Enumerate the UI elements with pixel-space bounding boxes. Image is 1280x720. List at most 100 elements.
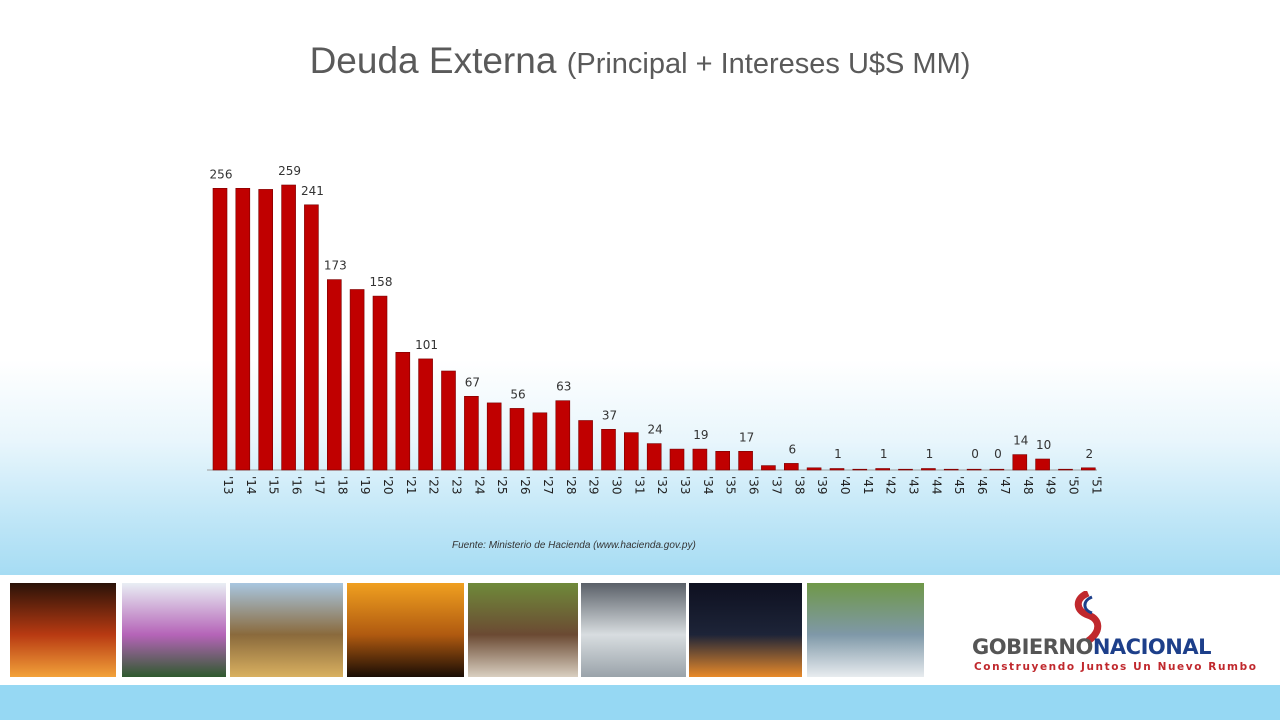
- bar-19: [349, 289, 365, 471]
- x-tick-label: '17: [312, 476, 326, 495]
- bar-46: [966, 468, 982, 471]
- data-label: 259: [278, 164, 301, 178]
- x-tick-label: '16: [290, 476, 304, 495]
- x-tick-label: '29: [587, 476, 601, 495]
- x-tick-label: '51: [1089, 476, 1103, 495]
- data-label: 17: [739, 430, 754, 444]
- x-tick-label: '37: [769, 476, 783, 495]
- source-note: Fuente: Ministerio de Hacienda (www.haci…: [452, 540, 696, 551]
- bar-26: [509, 408, 525, 471]
- palace-at-night-photo: [10, 583, 116, 677]
- bar-40: [829, 468, 845, 471]
- bar-24: [464, 395, 479, 471]
- x-tick-label: '15: [267, 476, 281, 495]
- x-tick-label: '34: [701, 476, 715, 495]
- x-tick-label: '23: [450, 476, 464, 495]
- data-label: 101: [415, 338, 438, 352]
- x-tick-label: '41: [861, 476, 875, 495]
- bar-27: [532, 412, 548, 471]
- data-label: 1: [880, 447, 888, 461]
- bar-31: [623, 432, 639, 471]
- bar-33: [669, 448, 685, 471]
- bar-36: [738, 450, 753, 471]
- bar-48: [1012, 454, 1028, 471]
- bottom-band: [0, 685, 1280, 720]
- bar-22: [418, 358, 433, 471]
- data-label: 10: [1036, 438, 1051, 452]
- x-tick-label: '36: [747, 476, 761, 495]
- x-tick-label: '46: [975, 476, 989, 495]
- x-tick-label: '47: [998, 476, 1012, 495]
- data-label: 0: [994, 447, 1002, 461]
- x-tick-label: '14: [244, 476, 258, 495]
- data-label: 0: [971, 447, 979, 461]
- x-tick-label: '30: [610, 476, 624, 495]
- x-tick-label: '26: [518, 476, 532, 495]
- x-tick-label: '28: [564, 476, 578, 495]
- data-label: 19: [693, 428, 708, 442]
- data-label: 63: [556, 380, 571, 394]
- data-label: 158: [370, 275, 393, 289]
- data-label: 1: [926, 447, 934, 461]
- data-label: 256: [210, 167, 233, 181]
- bar-47: [989, 468, 1005, 471]
- bar-32: [646, 443, 662, 471]
- x-tick-label: '19: [358, 476, 372, 495]
- x-tick-label: '21: [404, 476, 418, 495]
- bar-34: [692, 448, 708, 471]
- data-label: 24: [648, 423, 663, 437]
- bar-16: [281, 184, 296, 471]
- logo-wordmark: GOBIERNONACIONAL: [972, 635, 1211, 659]
- bar-14: [235, 188, 251, 471]
- bar-23: [441, 370, 456, 471]
- bar-49: [1035, 458, 1050, 471]
- bar-28: [555, 400, 571, 471]
- bar-30: [601, 428, 616, 471]
- bar-21: [395, 351, 411, 471]
- x-tick-label: '25: [495, 476, 509, 495]
- x-tick-label: '43: [907, 476, 921, 495]
- bar-39: [806, 467, 822, 471]
- bar-43: [898, 468, 913, 471]
- bar-20: [372, 295, 388, 471]
- x-tick-label: '45: [952, 476, 966, 495]
- bar-35: [715, 450, 731, 471]
- x-tick-label: '13: [221, 476, 235, 495]
- x-tick-label: '31: [632, 476, 646, 495]
- x-tick-label: '32: [655, 476, 669, 495]
- data-label: 67: [465, 375, 480, 389]
- data-label: 37: [602, 408, 617, 422]
- x-tick-labels-layer: '13 '14 '15 '16 '17 '18 '19 '20 '21 '22 '23 '24 '25 '…: [221, 476, 1103, 495]
- x-tick-label: '38: [792, 476, 806, 495]
- bar-50: [1058, 468, 1073, 471]
- x-tick-label: '18: [335, 476, 349, 495]
- data-label: 1: [834, 447, 842, 461]
- x-tick-label: '50: [1067, 476, 1081, 495]
- x-tick-label: '40: [838, 476, 852, 495]
- bar-44: [921, 468, 936, 471]
- x-tick-label: '39: [815, 476, 829, 495]
- data-label: 241: [301, 184, 324, 198]
- river-barge-photo: [807, 583, 924, 677]
- bar-41: [852, 468, 868, 471]
- bar-29: [578, 420, 593, 471]
- cattle-herd-photo: [468, 583, 578, 677]
- logo-tagline: Construyendo Juntos Un Nuevo Rumbo: [974, 661, 1258, 673]
- bar-45: [943, 468, 959, 471]
- x-tick-label: '44: [929, 476, 943, 495]
- x-tick-label: '20: [381, 476, 395, 495]
- gobierno-nacional-logo: GOBIERNONACIONAL Construyendo Juntos Un …: [970, 583, 1256, 677]
- data-label: 2: [1085, 447, 1093, 461]
- bar-38: [783, 463, 799, 471]
- bars-layer: [212, 184, 1096, 471]
- bar-25: [486, 402, 502, 471]
- city-lights-photo: [689, 583, 802, 677]
- x-tick-label: '42: [884, 476, 898, 495]
- x-tick-label: '22: [427, 476, 441, 495]
- bar-13: [212, 188, 228, 471]
- bar-18: [326, 279, 342, 471]
- bar-51: [1081, 467, 1096, 471]
- x-tick-label: '24: [472, 476, 486, 495]
